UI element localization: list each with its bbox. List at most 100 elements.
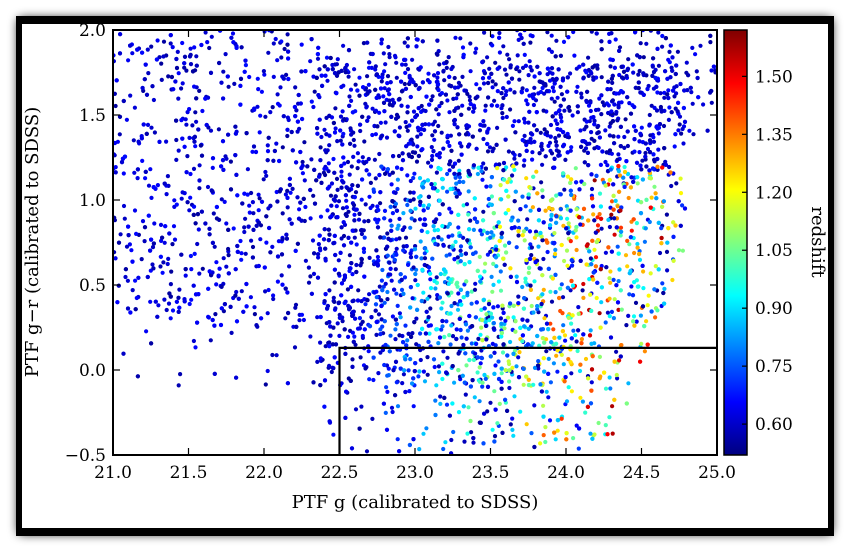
scatter-point	[581, 332, 586, 337]
scatter-point	[353, 407, 359, 412]
scatter-point	[349, 284, 354, 289]
scatter-point	[457, 179, 462, 184]
scatter-point	[345, 287, 350, 292]
scatter-point	[170, 308, 176, 313]
scatter-point	[619, 229, 624, 234]
scatter-point	[664, 249, 670, 254]
scatter-point	[430, 133, 435, 138]
scatter-point	[541, 414, 546, 419]
scatter-point	[457, 141, 463, 146]
scatter-point	[566, 231, 571, 236]
scatter-point	[643, 150, 648, 156]
scatter-point	[522, 116, 527, 121]
scatter-point	[364, 168, 369, 173]
scatter-point	[439, 130, 444, 135]
scatter-point	[174, 118, 179, 123]
scatter-point	[565, 89, 570, 94]
scatter-point	[490, 43, 495, 48]
scatter-point	[516, 218, 521, 223]
scatter-point	[333, 306, 338, 311]
scatter-point	[499, 235, 504, 240]
scatter-point	[709, 88, 714, 94]
scatter-point	[188, 195, 193, 200]
scatter-point	[527, 59, 532, 64]
scatter-point	[368, 180, 373, 185]
scatter-point	[402, 40, 407, 45]
scatter-point	[428, 306, 433, 311]
scatter-point	[377, 284, 382, 289]
scatter-point	[285, 205, 290, 210]
scatter-point	[397, 134, 402, 139]
scatter-point	[219, 306, 224, 311]
scatter-point	[222, 302, 227, 307]
scatter-point	[486, 196, 491, 202]
scatter-point	[531, 382, 536, 387]
scatter-point	[584, 119, 589, 124]
scatter-point	[361, 249, 367, 255]
scatter-point	[336, 258, 341, 263]
scatter-point	[501, 160, 507, 166]
scatter-point	[140, 50, 145, 55]
scatter-point	[408, 79, 413, 84]
scatter-point	[323, 246, 328, 251]
scatter-point	[568, 71, 573, 76]
scatter-point	[478, 332, 483, 337]
scatter-point	[192, 251, 197, 256]
scatter-point	[561, 362, 566, 367]
scatter-point	[592, 146, 597, 151]
scatter-point	[458, 299, 463, 304]
scatter-point	[549, 49, 555, 55]
scatter-point	[434, 275, 439, 280]
scatter-point	[532, 279, 537, 284]
scatter-point	[437, 295, 442, 300]
scatter-point	[242, 225, 247, 230]
scatter-point	[373, 108, 379, 113]
scatter-point	[564, 399, 570, 404]
scatter-point	[420, 39, 425, 44]
scatter-point	[457, 316, 462, 321]
scatter-point	[243, 251, 248, 256]
scatter-point	[428, 271, 433, 276]
scatter-point	[608, 280, 613, 285]
scatter-point	[524, 148, 529, 153]
scatter-point	[334, 91, 339, 96]
scatter-point	[437, 370, 442, 375]
scatter-point	[387, 102, 392, 107]
scatter-point	[640, 177, 646, 182]
scatter-point	[180, 136, 185, 141]
scatter-point	[618, 208, 623, 213]
scatter-point	[522, 158, 527, 163]
scatter-point	[666, 226, 671, 231]
scatter-point	[325, 208, 330, 213]
scatter-point	[569, 321, 574, 326]
scatter-point	[532, 74, 537, 79]
scatter-point	[598, 325, 603, 330]
scatter-point	[656, 220, 661, 225]
scatter-point	[174, 137, 179, 143]
scatter-point	[405, 202, 410, 208]
scatter-point	[510, 427, 515, 432]
scatter-point	[493, 407, 498, 412]
scatter-point	[405, 128, 410, 133]
scatter-point	[132, 105, 137, 110]
scatter-point	[333, 194, 338, 199]
scatter-point	[659, 241, 664, 246]
scatter-point	[383, 120, 388, 125]
scatter-point	[292, 104, 297, 110]
scatter-point	[562, 379, 567, 384]
scatter-point	[526, 270, 531, 275]
scatter-point	[466, 106, 471, 111]
scatter-point	[672, 144, 677, 149]
scatter-point	[161, 39, 167, 44]
scatter-point	[550, 71, 555, 76]
scatter-point	[610, 57, 615, 63]
scatter-point	[258, 237, 263, 242]
scatter-point	[405, 104, 410, 109]
scatter-point	[277, 158, 282, 164]
scatter-point	[331, 325, 336, 330]
scatter-point	[532, 444, 537, 450]
scatter-point	[192, 139, 197, 144]
scatter-point	[316, 252, 321, 257]
scatter-point	[501, 256, 506, 261]
scatter-point	[130, 288, 135, 293]
